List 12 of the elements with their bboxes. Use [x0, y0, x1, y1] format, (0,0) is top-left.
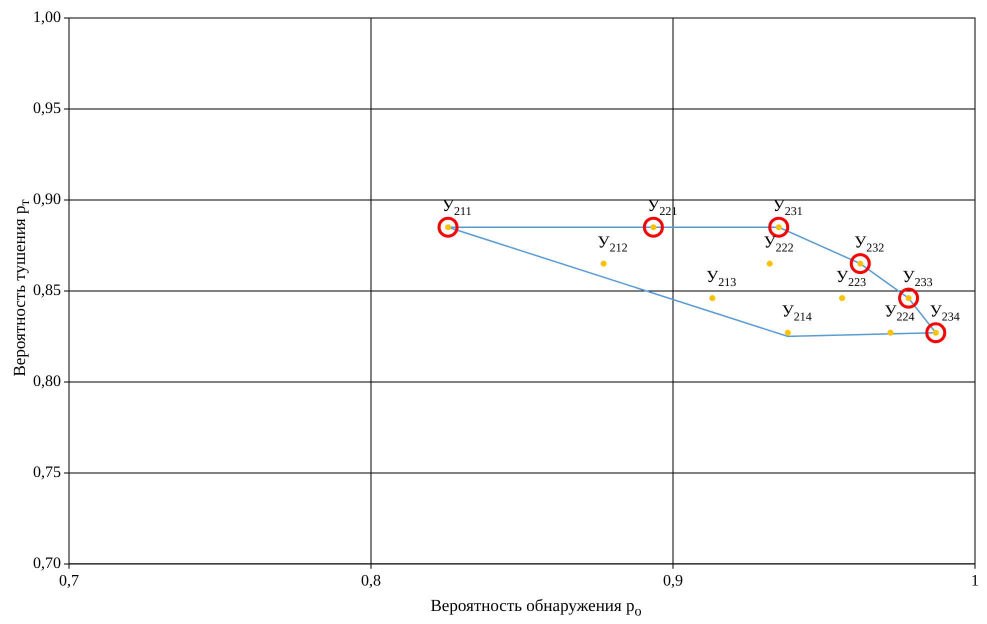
y-tick-label: 1,00	[33, 9, 61, 26]
y-tick-label: 0,85	[33, 282, 61, 300]
y-tick-label: 0,80	[33, 373, 61, 390]
x-tick-label: 0,8	[361, 572, 381, 590]
y-tick-label: 0,90	[33, 191, 61, 208]
x-axis-title: Вероятность обнаружения p$_{о}$	[429, 596, 643, 620]
y-tick-label: 0,95	[33, 100, 61, 118]
x-tick-label: 1	[971, 572, 979, 590]
x-tick-label: 0,9	[663, 572, 683, 590]
x-tick-label: 0,7	[59, 572, 79, 590]
y-tick-label: 0,75	[33, 464, 61, 482]
y-tick-label: 0,70	[33, 555, 61, 572]
